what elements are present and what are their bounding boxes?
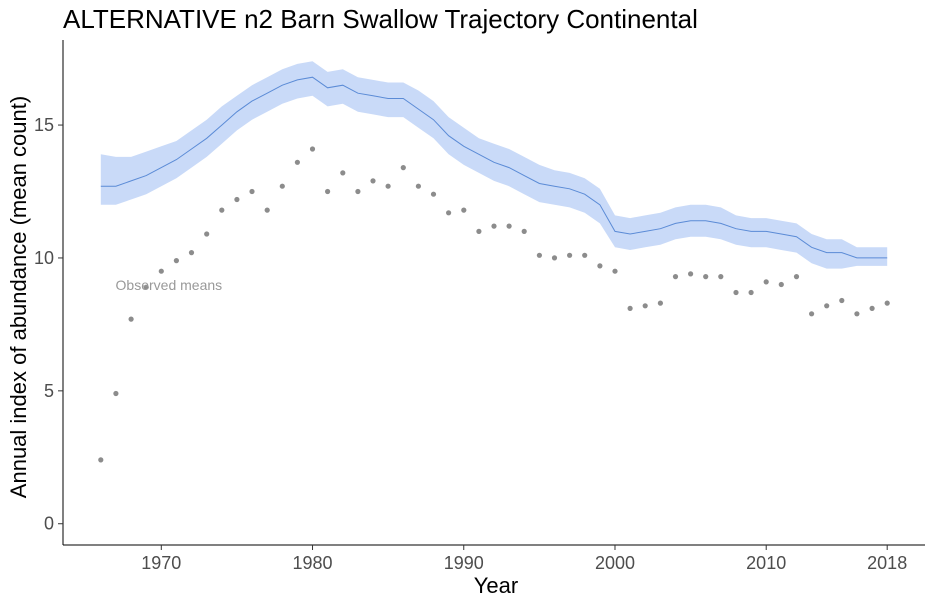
trajectory-line <box>100 76 888 259</box>
observed-mean-point <box>627 305 633 311</box>
x-tick-label: 1990 <box>444 553 484 573</box>
y-tick-label: 5 <box>44 381 54 401</box>
confidence-band-layer <box>100 61 888 269</box>
observed-mean-point <box>446 210 452 216</box>
y-axis-ticks: 0 5 10 15 <box>34 115 63 534</box>
observed-mean-point <box>567 252 573 258</box>
observed-mean-point <box>113 390 119 397</box>
x-tick-label: 1980 <box>293 553 333 573</box>
x-axis-ticks: 1970 1980 1990 2000 2010 2018 <box>141 545 907 573</box>
observed-mean-point <box>355 188 361 195</box>
observed-mean-point <box>370 178 376 184</box>
observed-mean-point <box>733 289 739 296</box>
observed-mean-point <box>551 255 558 261</box>
observed-mean-point <box>824 303 830 309</box>
y-axis-label: Annual index of abundance (mean count) <box>6 96 31 498</box>
y-tick-label: 15 <box>34 115 54 135</box>
x-tick-label: 2010 <box>746 553 786 573</box>
observed-mean-point <box>869 305 875 311</box>
y-tick-label: 10 <box>34 248 54 268</box>
observed-mean-point <box>219 207 225 213</box>
observed-mean-point <box>703 274 709 280</box>
observed-mean-point <box>385 183 391 189</box>
observed-mean-point <box>188 250 195 256</box>
observed-mean-point <box>793 274 800 280</box>
observed-mean-point <box>476 228 482 234</box>
observed-mean-point <box>491 223 497 229</box>
observed-mean-point <box>854 311 860 317</box>
x-tick-label: 1970 <box>141 553 181 573</box>
observed-mean-point <box>430 191 437 197</box>
chart-title: ALTERNATIVE n2 Barn Swallow Trajectory C… <box>63 4 698 34</box>
observed-mean-point <box>128 316 134 322</box>
observed-mean-point <box>884 300 890 306</box>
observed-mean-point <box>778 281 784 288</box>
observed-mean-point <box>672 274 679 280</box>
observed-mean-point <box>234 196 240 203</box>
observed-mean-point <box>748 289 754 296</box>
observed-mean-point <box>249 188 255 195</box>
observed-mean-point <box>809 311 815 317</box>
observed-mean-point <box>597 263 603 269</box>
observed-mean-point <box>642 303 648 309</box>
observed-mean-point <box>264 207 270 213</box>
observed-means-annotation: Observed means <box>116 277 223 293</box>
x-tick-label: 2018 <box>867 553 907 573</box>
observed-mean-point <box>688 271 694 277</box>
observed-mean-point <box>294 159 300 165</box>
trajectory-line-layer <box>100 76 888 259</box>
observed-mean-point <box>506 223 512 229</box>
observed-mean-point <box>536 252 543 258</box>
x-axis-label: Year <box>474 573 518 598</box>
observed-mean-point <box>763 279 769 285</box>
observed-mean-point <box>309 146 316 152</box>
observed-mean-point <box>173 258 179 264</box>
observed-mean-point <box>582 252 588 258</box>
y-tick-label: 0 <box>44 514 54 534</box>
observed-mean-point <box>415 183 421 189</box>
observed-mean-point <box>325 188 331 195</box>
observed-mean-point <box>657 300 664 306</box>
observed-mean-point <box>521 228 527 234</box>
observed-mean-point <box>98 457 104 463</box>
x-tick-label: 2000 <box>595 553 635 573</box>
observed-mean-point <box>718 274 724 280</box>
observed-mean-point <box>340 170 346 176</box>
observed-mean-point <box>143 284 149 290</box>
confidence-band <box>100 61 888 269</box>
observed-mean-point <box>461 207 467 213</box>
observed-mean-point <box>204 231 210 237</box>
observed-mean-point <box>279 183 285 189</box>
observed-mean-point <box>839 297 845 304</box>
observed-mean-point <box>400 165 406 171</box>
observed-mean-point <box>158 268 164 274</box>
observed-means-layer <box>98 146 890 463</box>
observed-mean-point <box>612 268 618 274</box>
